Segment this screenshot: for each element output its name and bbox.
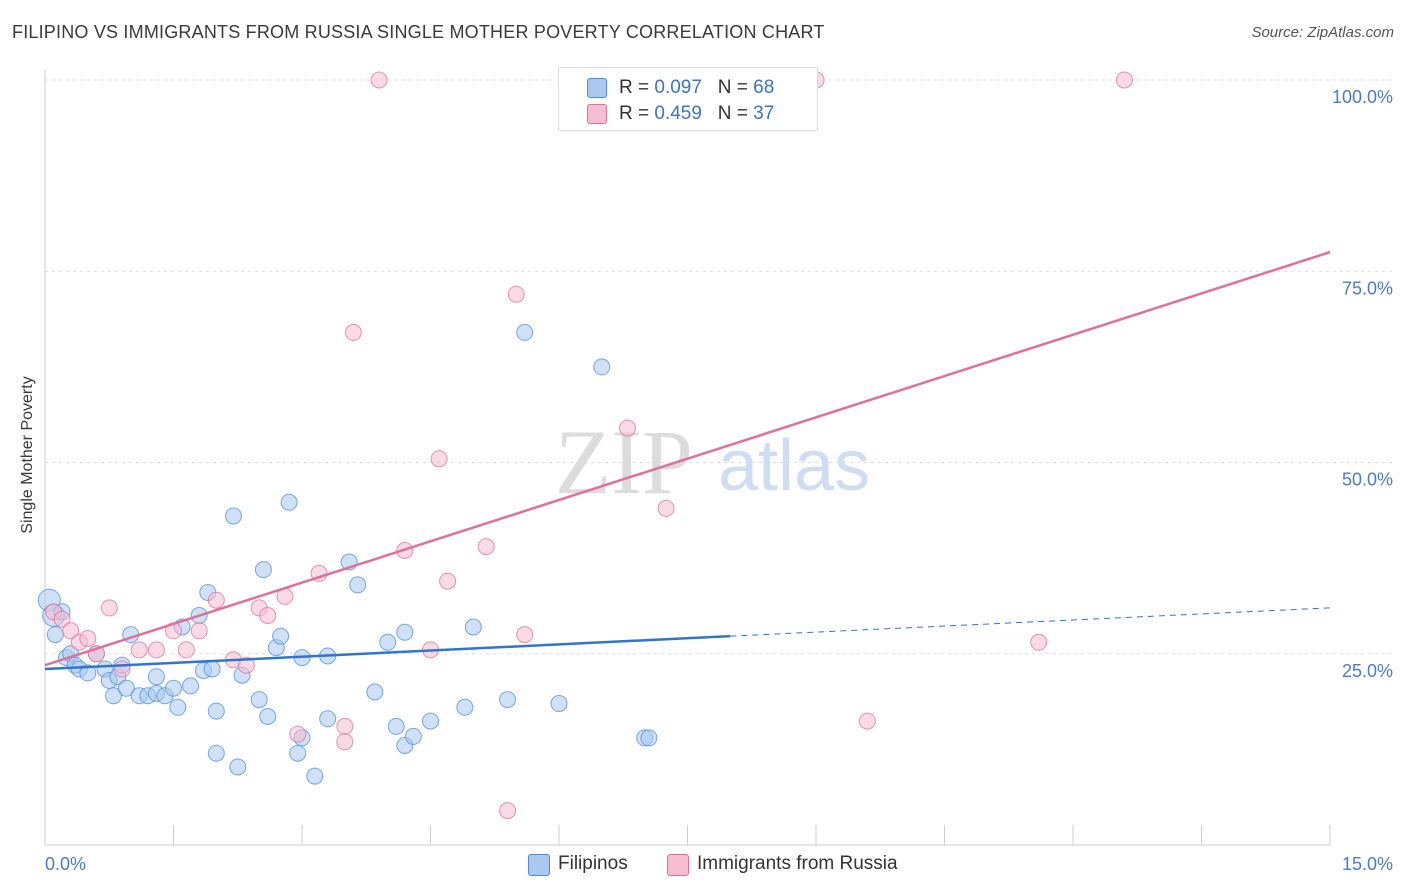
filipinos-point[interactable] xyxy=(396,623,414,641)
watermark: ZIP atlas xyxy=(555,411,870,513)
x-tick-labels: 0.0% 15.0% xyxy=(45,854,1393,874)
filipinos-point[interactable] xyxy=(280,493,298,511)
filipinos-point[interactable] xyxy=(225,507,242,525)
filipinos-point[interactable] xyxy=(229,758,247,776)
filipinos-point[interactable] xyxy=(105,687,122,705)
filipinos-point[interactable] xyxy=(254,561,272,579)
russia-point[interactable] xyxy=(507,285,525,303)
russia-point[interactable] xyxy=(190,622,208,640)
russia-point[interactable] xyxy=(1115,71,1133,89)
filipinos-point[interactable] xyxy=(640,729,658,747)
legend-stats-russia: R = 0.459 N = 37 xyxy=(619,103,775,124)
filipinos-point[interactable] xyxy=(499,691,517,709)
filipinos-point[interactable] xyxy=(422,712,439,730)
filipinos-trend-extension xyxy=(730,607,1331,637)
russia-point[interactable] xyxy=(62,622,80,640)
filipinos-point[interactable] xyxy=(456,698,474,716)
gridlines xyxy=(45,79,1395,655)
russia-point[interactable] xyxy=(619,419,636,437)
legend-stats-filipinos: R = 0.097 N = 68 xyxy=(619,77,775,98)
filipinos-point[interactable] xyxy=(289,744,307,762)
russia-point[interactable] xyxy=(79,630,97,647)
filipinos-point[interactable] xyxy=(550,695,568,712)
filipinos-point[interactable] xyxy=(387,717,405,735)
russia-point[interactable] xyxy=(336,717,354,735)
russia-point[interactable] xyxy=(177,641,195,659)
y-tick-labels: 25.0% 50.0% 75.0% 100.0% xyxy=(1332,87,1393,681)
filipinos-point[interactable] xyxy=(207,744,225,762)
filipinos-point[interactable] xyxy=(516,323,534,341)
russia-point[interactable] xyxy=(499,802,517,820)
russia-point[interactable] xyxy=(113,660,131,678)
filipinos-point[interactable] xyxy=(306,767,324,785)
filipinos-point[interactable] xyxy=(464,618,482,636)
filipinos-point[interactable] xyxy=(79,664,97,682)
filipinos-point[interactable] xyxy=(404,727,422,745)
x-tick-label-max: 15.0% xyxy=(1342,854,1393,874)
russia-point[interactable] xyxy=(344,323,362,341)
legend-r-filipinos: 0.097 xyxy=(654,77,702,98)
bottom-legend-label-russia: Immigrants from Russia xyxy=(697,853,898,874)
filipinos-trend-line xyxy=(44,634,731,671)
filipinos-point[interactable] xyxy=(207,702,225,720)
chart-source: Source: ZipAtlas.com xyxy=(1251,24,1394,41)
russia-point[interactable] xyxy=(516,626,534,644)
russia-point[interactable] xyxy=(430,450,448,468)
bottom-legend-swatch-filipinos xyxy=(528,854,550,876)
filipinos-point[interactable] xyxy=(259,708,277,725)
russia-point[interactable] xyxy=(336,733,354,751)
russia-trend-line xyxy=(44,250,1331,667)
legend-n-filipinos: 68 xyxy=(753,77,775,98)
filipinos-point[interactable] xyxy=(319,710,337,728)
y-tick-label: 100.0% xyxy=(1332,87,1393,107)
russia-point[interactable] xyxy=(1030,633,1048,651)
russia-point[interactable] xyxy=(439,572,457,590)
watermark-atlas: atlas xyxy=(718,426,870,506)
y-tick-label: 50.0% xyxy=(1342,470,1393,490)
russia-point[interactable] xyxy=(207,591,225,609)
russia-point[interactable] xyxy=(130,641,148,659)
russia-point[interactable] xyxy=(237,656,255,674)
filipinos-point[interactable] xyxy=(250,691,268,709)
chart-title: FILIPINO VS IMMIGRANTS FROM RUSSIA SINGL… xyxy=(12,22,825,42)
filipinos-point[interactable] xyxy=(349,576,367,594)
legend: R = 0.097 N = 68 R = 0.459 N = 37 xyxy=(558,67,818,131)
bottom-legend-label-filipinos: Filipinos xyxy=(558,853,628,874)
russia-point[interactable] xyxy=(53,610,71,628)
russia-point[interactable] xyxy=(477,538,495,556)
russia-point[interactable] xyxy=(858,712,876,730)
russia-point[interactable] xyxy=(289,725,307,743)
series-filipinos-points xyxy=(37,323,658,785)
y-tick-label: 75.0% xyxy=(1342,278,1393,298)
russia-point[interactable] xyxy=(259,607,277,624)
russia-point[interactable] xyxy=(370,71,388,89)
legend-swatch-filipinos xyxy=(587,78,607,98)
axes xyxy=(44,70,1331,846)
filipinos-point[interactable] xyxy=(379,633,397,651)
russia-point[interactable] xyxy=(147,641,165,659)
series-russia-points xyxy=(45,71,1133,820)
filipinos-point[interactable] xyxy=(203,660,221,678)
filipinos-point[interactable] xyxy=(117,679,135,697)
y-tick-label: 25.0% xyxy=(1342,661,1393,681)
filipinos-point[interactable] xyxy=(182,677,200,695)
filipinos-point[interactable] xyxy=(593,358,611,376)
russia-point[interactable] xyxy=(657,499,675,517)
filipinos-point[interactable] xyxy=(147,668,165,686)
filipinos-point[interactable] xyxy=(272,627,290,645)
filipinos-point[interactable] xyxy=(169,698,187,716)
russia-point[interactable] xyxy=(100,599,118,617)
legend-swatch-russia xyxy=(587,104,607,124)
x-tick-label-min: 0.0% xyxy=(45,854,86,874)
filipinos-point[interactable] xyxy=(366,683,384,701)
filipinos-point[interactable] xyxy=(165,679,182,697)
trend-lines xyxy=(44,250,1331,671)
bottom-legend-swatch-russia xyxy=(667,854,689,876)
legend-r-russia: 0.459 xyxy=(654,103,702,124)
legend-n-russia: 37 xyxy=(753,103,775,124)
filipinos-point[interactable] xyxy=(46,626,64,644)
